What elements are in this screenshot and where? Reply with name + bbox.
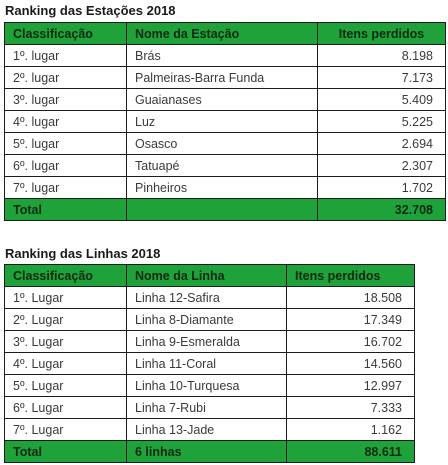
station-cell: Luz xyxy=(126,110,318,133)
rank-cell: 7º. lugar xyxy=(4,176,127,199)
rank-cell: 7º. Lugar xyxy=(4,418,127,441)
station-cell: Guaianases xyxy=(126,88,318,111)
items-cell: 1.162 xyxy=(286,418,415,441)
station-cell: Palmeiras-Barra Funda xyxy=(126,66,318,89)
table-row: 7º. Lugar Linha 13-Jade 1.162 xyxy=(4,418,415,441)
station-cell: Pinheiros xyxy=(126,176,318,199)
total-lines-count: 6 linhas xyxy=(126,440,287,463)
table-row: 4º. lugar Luz 5.225 xyxy=(4,110,446,133)
estacoes-table: Classificação Nome da Estação Itens perd… xyxy=(4,22,446,221)
station-cell: Tatuapé xyxy=(126,154,318,177)
header-nome-estacao: Nome da Estação xyxy=(126,22,318,45)
items-cell: 7.173 xyxy=(317,66,446,89)
table-row: 2º. Lugar Linha 8-Diamante 17.349 xyxy=(4,308,415,331)
table-header-row: Classificação Nome da Estação Itens perd… xyxy=(4,22,446,45)
header-classificacao: Classificação xyxy=(4,22,127,45)
rank-cell: 3º. lugar xyxy=(4,88,127,111)
line-cell: Linha 13-Jade xyxy=(126,418,287,441)
total-label: Total xyxy=(4,440,127,463)
rank-cell: 5º. lugar xyxy=(4,132,127,155)
items-cell: 5.409 xyxy=(317,88,446,111)
table-row: 2º. lugar Palmeiras-Barra Funda 7.173 xyxy=(4,66,446,89)
header-itens-perdidos: Itens perdidos xyxy=(317,22,446,45)
rank-cell: 5º. Lugar xyxy=(4,374,127,397)
items-cell: 14.560 xyxy=(286,352,415,375)
items-cell: 1.702 xyxy=(317,176,446,199)
table-row: 1º. Lugar Linha 12-Safira 18.508 xyxy=(4,286,415,309)
estacoes-title: Ranking das Estações 2018 xyxy=(5,3,176,18)
table-row: 3º. Lugar Linha 9-Esmeralda 16.702 xyxy=(4,330,415,353)
rank-cell: 2º. Lugar xyxy=(4,308,127,331)
table-header-row: Classificação Nome da Linha Itens perdid… xyxy=(4,264,415,287)
station-cell: Osasco xyxy=(126,132,318,155)
items-cell: 7.333 xyxy=(286,396,415,419)
rank-cell: 3º. Lugar xyxy=(4,330,127,353)
station-cell: Brás xyxy=(126,44,318,67)
total-value: 32.708 xyxy=(317,198,446,221)
header-itens-perdidos: Itens perdidos xyxy=(286,264,415,287)
table-row: 6º. lugar Tatuapé 2.307 xyxy=(4,154,446,177)
table-row: 6º. Lugar Linha 7-Rubi 7.333 xyxy=(4,396,415,419)
rank-cell: 1º. Lugar xyxy=(4,286,127,309)
linhas-title: Ranking das Linhas 2018 xyxy=(5,246,161,261)
header-nome-linha: Nome da Linha xyxy=(126,264,287,287)
items-cell: 12.997 xyxy=(286,374,415,397)
line-cell: Linha 11-Coral xyxy=(126,352,287,375)
rank-cell: 1º. lugar xyxy=(4,44,127,67)
total-name-cell xyxy=(126,198,318,221)
table-row: 7º. lugar Pinheiros 1.702 xyxy=(4,176,446,199)
line-cell: Linha 12-Safira xyxy=(126,286,287,309)
total-value: 88.611 xyxy=(286,440,415,463)
total-label: Total xyxy=(4,198,127,221)
items-cell: 18.508 xyxy=(286,286,415,309)
table-row: 1º. lugar Brás 8.198 xyxy=(4,44,446,67)
rank-cell: 2º. lugar xyxy=(4,66,127,89)
linhas-table: Classificação Nome da Linha Itens perdid… xyxy=(4,264,415,463)
line-cell: Linha 7-Rubi xyxy=(126,396,287,419)
rank-cell: 6º. Lugar xyxy=(4,396,127,419)
items-cell: 16.702 xyxy=(286,330,415,353)
rank-cell: 6º. lugar xyxy=(4,154,127,177)
items-cell: 17.349 xyxy=(286,308,415,331)
total-row: Total 32.708 xyxy=(4,198,446,221)
table-row: 4º. Lugar Linha 11-Coral 14.560 xyxy=(4,352,415,375)
items-cell: 2.694 xyxy=(317,132,446,155)
header-classificacao: Classificação xyxy=(4,264,127,287)
table-row: 5º. Lugar Linha 10-Turquesa 12.997 xyxy=(4,374,415,397)
rank-cell: 4º. Lugar xyxy=(4,352,127,375)
rank-cell: 4º. lugar xyxy=(4,110,127,133)
items-cell: 2.307 xyxy=(317,154,446,177)
table-row: 3º. lugar Guaianases 5.409 xyxy=(4,88,446,111)
items-cell: 5.225 xyxy=(317,110,446,133)
items-cell: 8.198 xyxy=(317,44,446,67)
table-row: 5º. lugar Osasco 2.694 xyxy=(4,132,446,155)
line-cell: Linha 8-Diamante xyxy=(126,308,287,331)
line-cell: Linha 10-Turquesa xyxy=(126,374,287,397)
total-row: Total 6 linhas 88.611 xyxy=(4,440,415,463)
line-cell: Linha 9-Esmeralda xyxy=(126,330,287,353)
